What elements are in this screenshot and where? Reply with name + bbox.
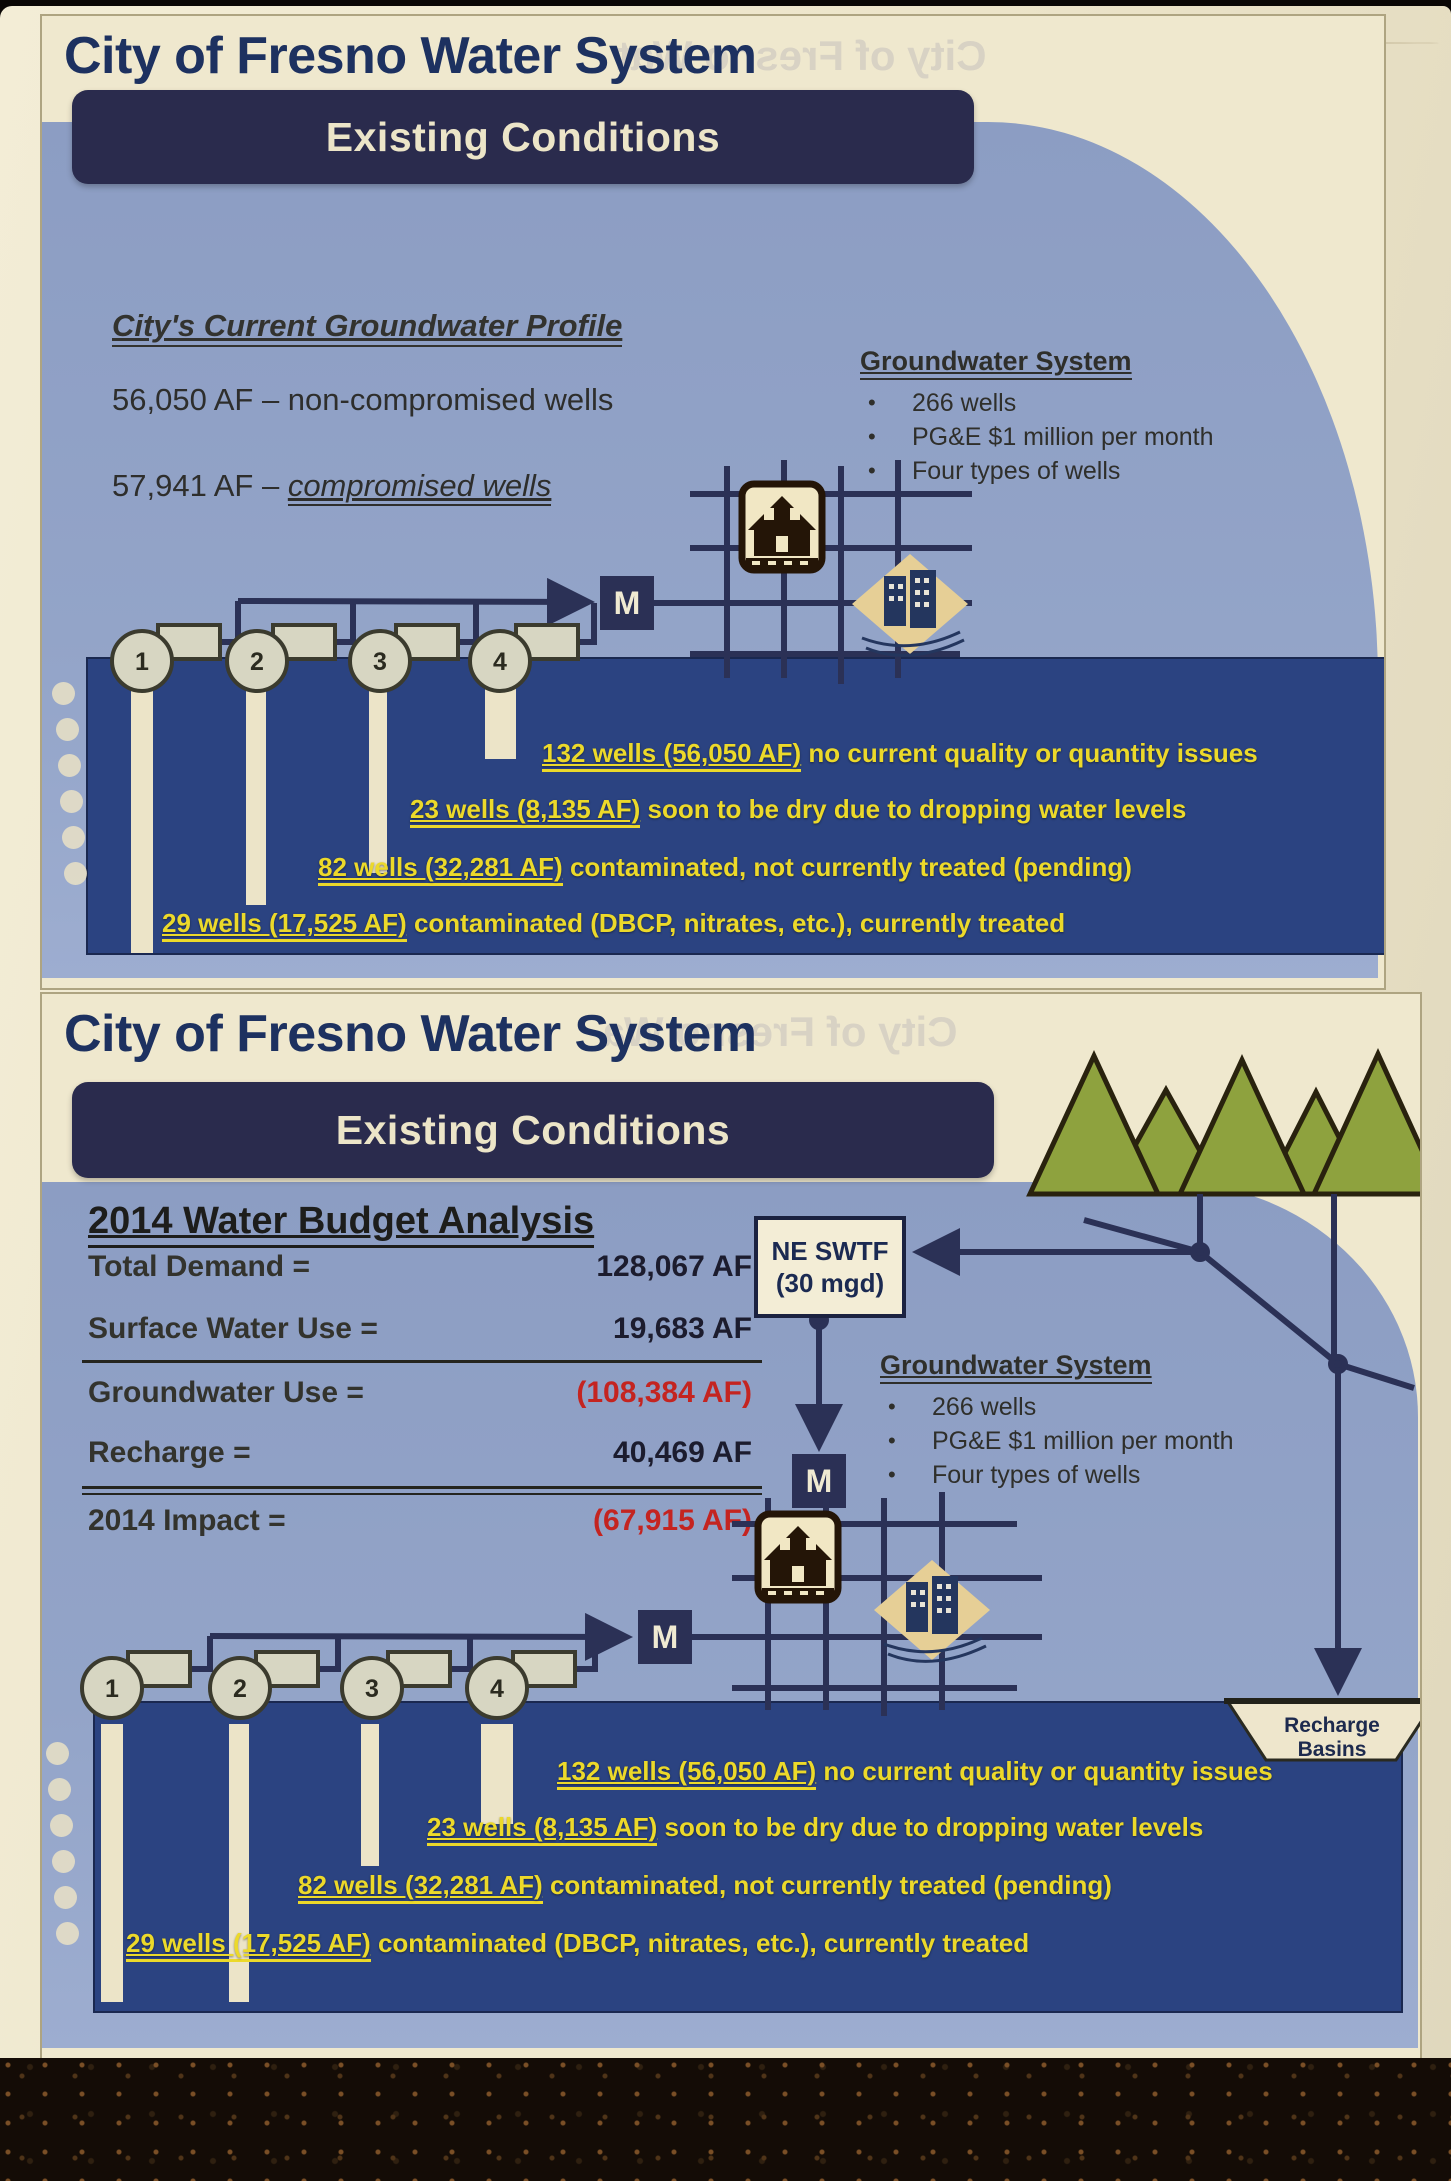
budget-row-total-demand: Total Demand = 128,067 AF <box>88 1250 752 1283</box>
slide2-subtitle-banner: Existing Conditions <box>72 1082 994 1178</box>
well-pump-4: 4 <box>468 623 580 693</box>
well-number-3: 3 <box>373 648 387 676</box>
budget-row-surface-water: Surface Water Use = 19,683 AF <box>88 1312 752 1345</box>
well-category-23: 23 wells (8,135 AF) soon to be dry due t… <box>410 794 1186 828</box>
slide1-subtitle-banner: Existing Conditions <box>72 90 974 184</box>
aquifer-box <box>86 657 1384 955</box>
budget-analysis-heading: 2014 Water Budget Analysis <box>88 1200 595 1248</box>
budget-row-groundwater-use: Groundwater Use = (108,384 AF) <box>88 1376 752 1409</box>
ne-swtf-box: NE SWTF (30 mgd) <box>754 1216 906 1318</box>
slide2-groundwater-system-block: Groundwater System 266 wells PG&E $1 mil… <box>880 1350 1234 1492</box>
meter-box: M <box>600 576 654 630</box>
paper-page: City of Fresno Wat City of Fresno Water … <box>0 6 1451 2082</box>
recharge-basins-label-line2: Basins <box>1298 1738 1367 1761</box>
well-pipes <box>190 1612 748 1672</box>
well-number-4: 4 <box>493 648 507 676</box>
budget-row-recharge: Recharge = 40,469 AF <box>88 1436 752 1469</box>
well-category-82: 82 wells (32,281 AF) contaminated, not c… <box>298 1870 1112 1904</box>
bullet-266-wells: 266 wells <box>880 1390 1234 1424</box>
slide1-wells-diagram: 1 2 3 4 <box>86 460 1384 955</box>
well-pump-1: 1 <box>80 1650 192 1720</box>
slide-2-existing-conditions: City of Fresno Wa City of Fresno Water S… <box>40 992 1422 2082</box>
house-icon <box>754 1510 842 1604</box>
swtf-to-meter-line <box>795 1310 843 1452</box>
slide1-groundwater-system-block: Groundwater System 266 wells PG&E $1 mil… <box>860 346 1214 488</box>
slide1-title: City of Fresno Water System <box>64 27 757 85</box>
well-category-29: 29 wells (17,525 AF) contaminated (DBCP,… <box>162 908 1065 942</box>
well-pump-2: 2 <box>225 623 337 693</box>
bullet-pge-cost: PG&E $1 million per month <box>860 420 1214 454</box>
compromised-wells-line: 57,941 AF – compromised wells <box>112 468 552 506</box>
well-category-132: 132 wells (56,050 AF) no current quality… <box>542 738 1258 772</box>
well-shafts <box>131 681 516 953</box>
carpet-background <box>0 2058 1451 2181</box>
meter-label: M <box>652 1619 679 1655</box>
slide1-subtitle: Existing Conditions <box>325 113 721 160</box>
city-buildings-icon <box>852 554 968 657</box>
budget-separator-1 <box>82 1360 762 1363</box>
well-category-132: 132 wells (56,050 AF) no current quality… <box>557 1756 1273 1790</box>
well-category-23: 23 wells (8,135 AF) soon to be dry due t… <box>427 1812 1203 1846</box>
recharge-basins: Recharge Basins <box>1224 1698 1420 1762</box>
groundwater-system-heading: Groundwater System <box>860 346 1132 380</box>
well-pump-2: 2 <box>208 1650 320 1720</box>
well-shafts <box>101 1724 513 2002</box>
well-category-29: 29 wells (17,525 AF) contaminated (DBCP,… <box>126 1928 1029 1962</box>
budget-row-2014-impact: 2014 Impact = (67,915 AF) <box>88 1504 752 1537</box>
well-number-1: 1 <box>105 1675 119 1703</box>
slide2-subtitle: Existing Conditions <box>335 1106 731 1153</box>
bullet-four-types: Four types of wells <box>880 1458 1234 1492</box>
meter-box-swtf: M <box>792 1454 846 1508</box>
groundwater-profile-heading: City's Current Groundwater Profile <box>112 308 623 347</box>
budget-separator-2 <box>82 1486 762 1495</box>
meter-box-wells: M <box>638 1610 692 1664</box>
river-lines <box>912 1194 1415 1696</box>
non-compromised-wells-line: 56,050 AF – non-compromised wells <box>112 382 614 417</box>
aquifer-box <box>93 1701 1403 2013</box>
meter-label: M <box>614 585 641 621</box>
well-number-4: 4 <box>490 1675 504 1703</box>
ne-swtf-name: NE SWTF <box>771 1236 889 1266</box>
city-buildings-icon <box>874 1560 990 1663</box>
slide2-title: City of Fresno Water System <box>64 1005 757 1063</box>
well-category-82: 82 wells (32,281 AF) contaminated, not c… <box>318 852 1132 886</box>
well-number-3: 3 <box>365 1675 379 1703</box>
bullet-pge-cost: PG&E $1 million per month <box>880 1424 1234 1458</box>
well-pump-1: 1 <box>110 623 222 693</box>
ne-swtf-capacity: (30 mgd) <box>775 1268 885 1298</box>
groundwater-system-heading: Groundwater System <box>880 1350 1152 1384</box>
recharge-basins-label-line1: Recharge <box>1284 1714 1380 1737</box>
slide-1-existing-conditions: City of Fresno Wat City of Fresno Water … <box>40 14 1386 990</box>
well-pump-3: 3 <box>348 623 460 693</box>
well-number-2: 2 <box>250 648 264 676</box>
slide2-system-diagram: M 1 <box>80 1047 1420 2013</box>
well-pump-3: 3 <box>340 1650 452 1720</box>
watershed-trees-icon <box>1026 1047 1420 1197</box>
well-number-1: 1 <box>135 648 149 676</box>
bullet-266-wells: 266 wells <box>860 386 1214 420</box>
house-icon <box>738 480 826 574</box>
well-pump-4: 4 <box>465 1650 577 1720</box>
bullet-four-types: Four types of wells <box>860 454 1214 488</box>
well-number-2: 2 <box>233 1675 247 1703</box>
